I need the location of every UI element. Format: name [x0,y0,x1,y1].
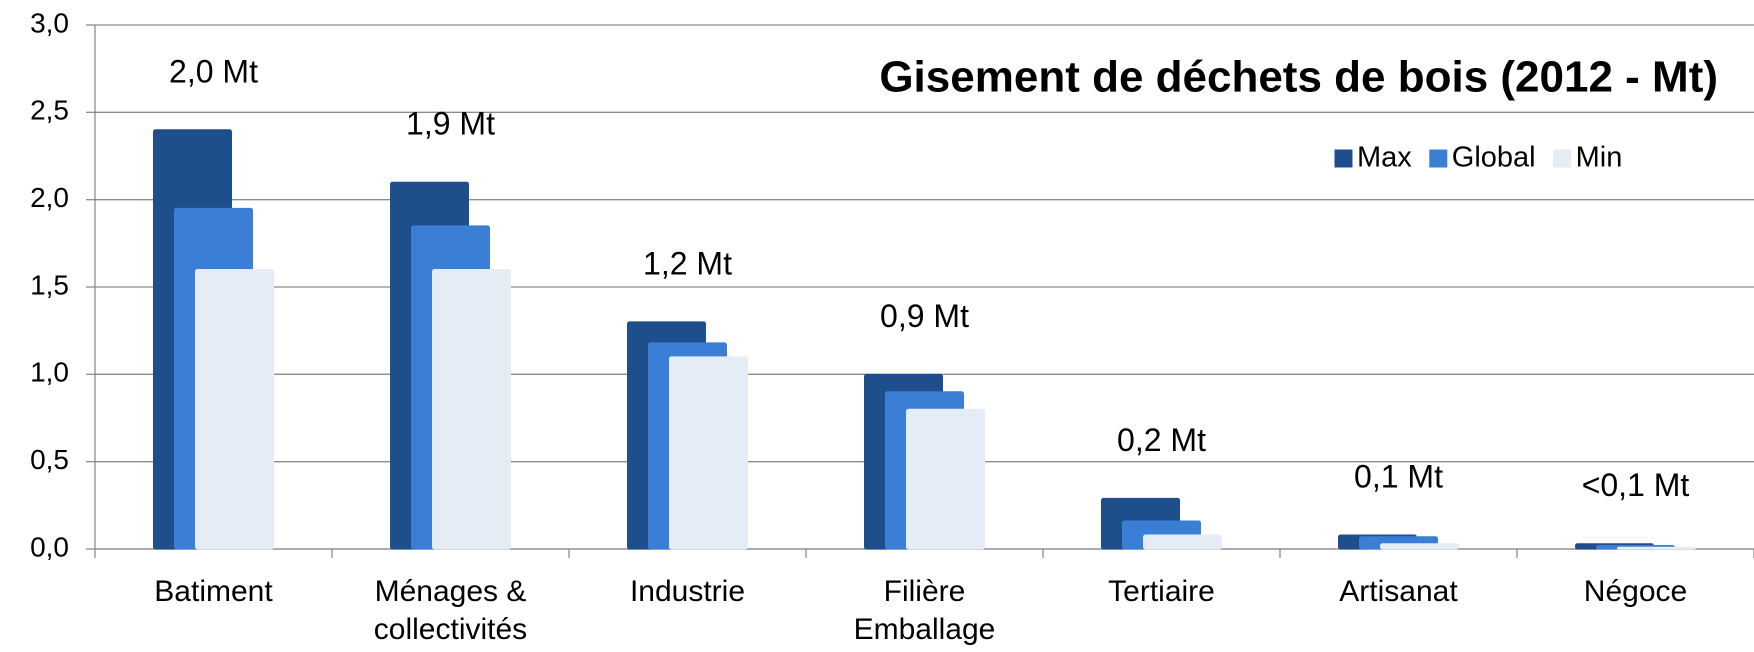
y-tick-label: 2,0 [30,182,69,213]
x-tick-label: Batiment [154,575,273,608]
y-tick-label: 0,0 [30,531,69,562]
bar [1617,546,1696,550]
data-label: <0,1 Mt [1582,467,1690,503]
y-tick-label: 3,0 [30,7,69,38]
data-label: 0,1 Mt [1354,458,1443,494]
y-tick-label: 1,5 [30,269,69,300]
bar [195,269,274,550]
data-label: 1,2 Mt [643,245,732,281]
legend-swatch [1429,149,1448,168]
bar [669,356,748,550]
y-tick-label: 2,5 [30,95,69,126]
bar [906,408,985,550]
x-tick-label: Ménages & collectivités [374,575,527,646]
bar [432,269,511,550]
bar [1143,534,1222,550]
data-label: 0,9 Mt [880,298,969,334]
legend-label: Min [1576,142,1623,174]
legend-label: Max [1357,142,1412,174]
x-tick-label: Filière Emballage [854,575,996,646]
x-tick-label: Tertiaire [1108,575,1215,608]
x-tick-label: Artisanat [1339,575,1458,608]
bar [1380,543,1459,550]
data-label: 0,2 Mt [1117,422,1206,458]
y-tick-label: 1,0 [30,357,69,388]
chart-title: Gisement de déchets de bois (2012 - Mt) [879,53,1718,102]
x-tick-label: Négoce [1584,575,1687,608]
data-label: 1,9 Mt [406,106,495,142]
y-tick-label: 0,5 [30,444,69,475]
legend-swatch [1334,149,1353,168]
legend-label: Global [1452,142,1536,174]
data-label: 2,0 Mt [169,53,258,89]
legend-swatch [1553,149,1572,168]
x-tick-label: Industrie [630,575,745,608]
